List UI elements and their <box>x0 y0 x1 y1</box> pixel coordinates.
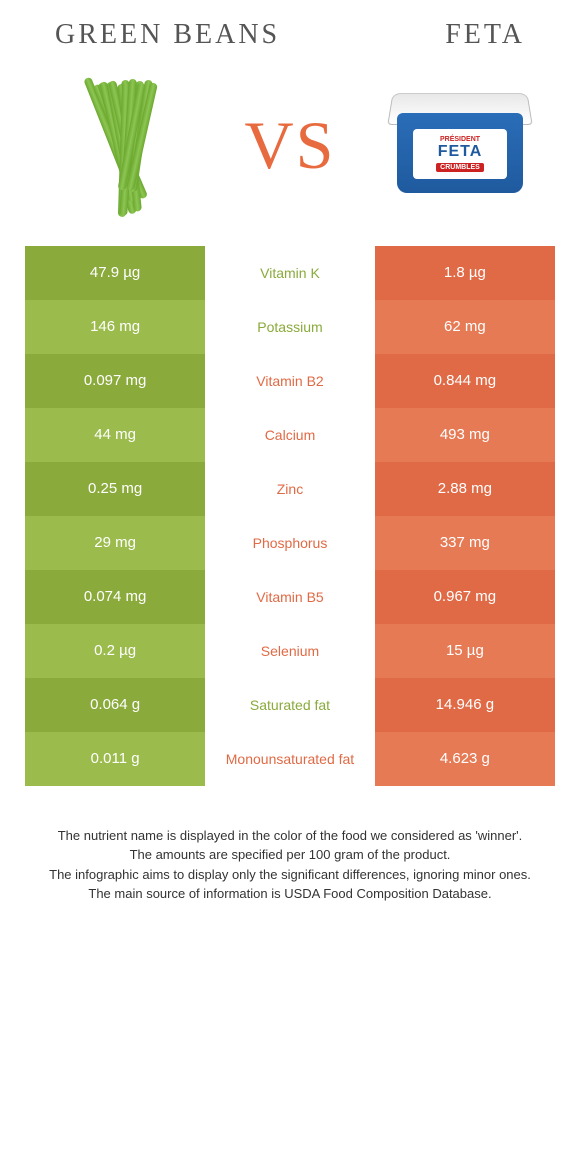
right-value: 15 µg <box>375 624 555 678</box>
table-row: 0.097 mgVitamin B20.844 mg <box>25 354 555 408</box>
table-row: 0.064 gSaturated fat14.946 g <box>25 678 555 732</box>
nutrient-label: Phosphorus <box>205 516 375 570</box>
footer-line: The amounts are specified per 100 gram o… <box>35 845 545 865</box>
right-value: 14.946 g <box>375 678 555 732</box>
green-beans-image <box>45 71 195 221</box>
table-row: 0.25 mgZinc2.88 mg <box>25 462 555 516</box>
right-value: 4.623 g <box>375 732 555 786</box>
table-row: 146 mgPotassium62 mg <box>25 300 555 354</box>
header: Green Beans Feta <box>25 20 555 61</box>
right-value: 62 mg <box>375 300 555 354</box>
feta-sub: CRUMBLES <box>436 163 484 172</box>
left-value: 44 mg <box>25 408 205 462</box>
feta-brand: PRÉSIDENT <box>440 136 480 143</box>
feta-product: FETA <box>438 143 483 161</box>
left-value: 146 mg <box>25 300 205 354</box>
nutrient-label: Zinc <box>205 462 375 516</box>
nutrient-label: Selenium <box>205 624 375 678</box>
right-value: 1.8 µg <box>375 246 555 300</box>
footer-line: The nutrient name is displayed in the co… <box>35 826 545 846</box>
comparison-table: 47.9 µgVitamin K1.8 µg146 mgPotassium62 … <box>25 246 555 786</box>
table-row: 44 mgCalcium493 mg <box>25 408 555 462</box>
nutrient-label: Vitamin K <box>205 246 375 300</box>
table-row: 47.9 µgVitamin K1.8 µg <box>25 246 555 300</box>
images-row: VS PRÉSIDENT FETA CRUMBLES <box>25 61 555 246</box>
left-food-title: Green Beans <box>55 20 280 51</box>
left-value: 29 mg <box>25 516 205 570</box>
footer-notes: The nutrient name is displayed in the co… <box>25 826 555 904</box>
right-food-title: Feta <box>445 20 525 51</box>
right-value: 337 mg <box>375 516 555 570</box>
nutrient-label: Vitamin B2 <box>205 354 375 408</box>
nutrient-label: Calcium <box>205 408 375 462</box>
footer-line: The main source of information is USDA F… <box>35 884 545 904</box>
vs-label: VS <box>245 106 336 185</box>
left-value: 47.9 µg <box>25 246 205 300</box>
left-value: 0.25 mg <box>25 462 205 516</box>
feta-image: PRÉSIDENT FETA CRUMBLES <box>385 71 535 221</box>
right-value: 2.88 mg <box>375 462 555 516</box>
nutrient-label: Monounsaturated fat <box>205 732 375 786</box>
table-row: 29 mgPhosphorus337 mg <box>25 516 555 570</box>
right-value: 493 mg <box>375 408 555 462</box>
table-row: 0.074 mgVitamin B50.967 mg <box>25 570 555 624</box>
right-value: 0.844 mg <box>375 354 555 408</box>
footer-line: The infographic aims to display only the… <box>35 865 545 885</box>
table-row: 0.011 gMonounsaturated fat4.623 g <box>25 732 555 786</box>
nutrient-label: Potassium <box>205 300 375 354</box>
right-value: 0.967 mg <box>375 570 555 624</box>
left-value: 0.011 g <box>25 732 205 786</box>
left-value: 0.064 g <box>25 678 205 732</box>
left-value: 0.097 mg <box>25 354 205 408</box>
table-row: 0.2 µgSelenium15 µg <box>25 624 555 678</box>
left-value: 0.074 mg <box>25 570 205 624</box>
nutrient-label: Vitamin B5 <box>205 570 375 624</box>
nutrient-label: Saturated fat <box>205 678 375 732</box>
left-value: 0.2 µg <box>25 624 205 678</box>
